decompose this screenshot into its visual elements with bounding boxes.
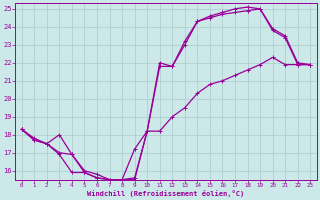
X-axis label: Windchill (Refroidissement éolien,°C): Windchill (Refroidissement éolien,°C): [87, 190, 244, 197]
